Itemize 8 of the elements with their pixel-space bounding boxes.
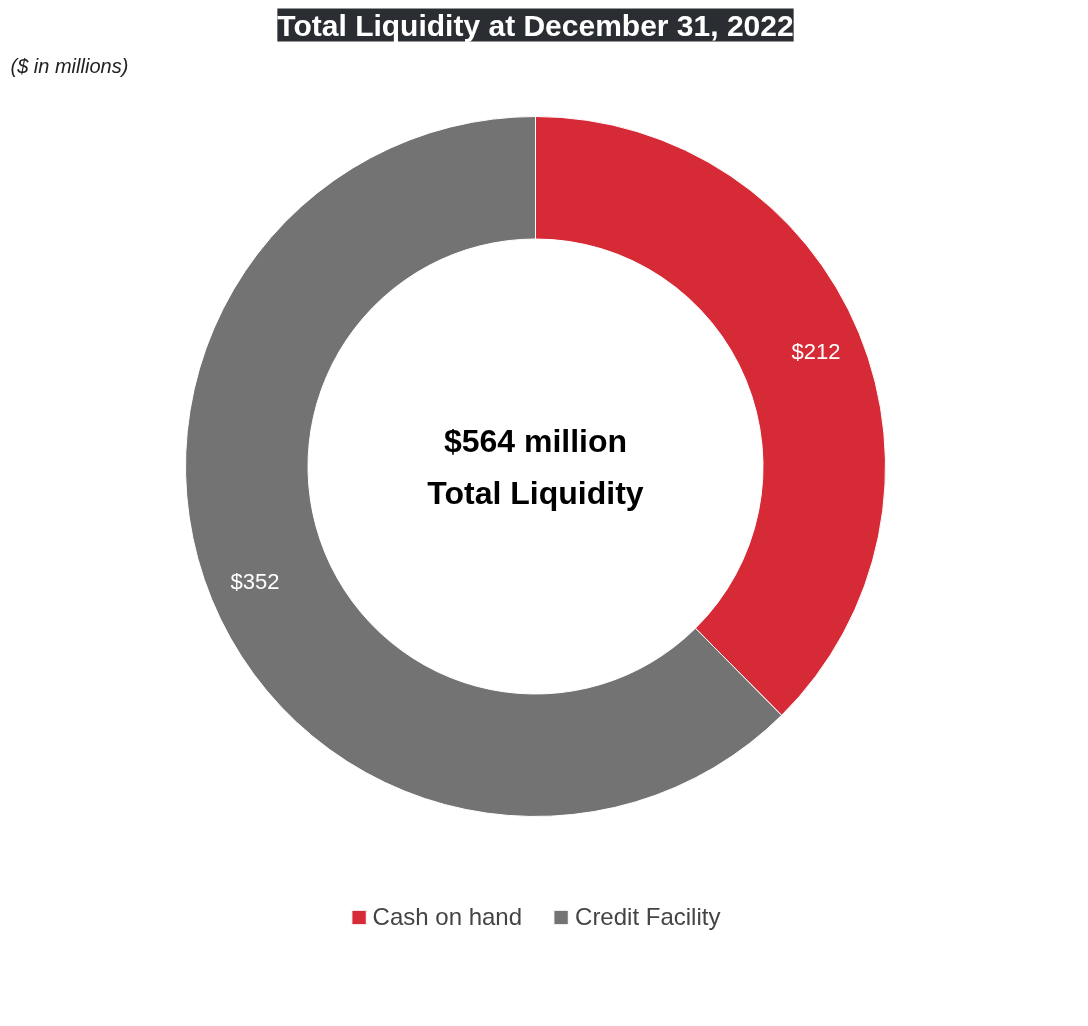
chart-subtitle: ($ in millions) (10, 54, 129, 77)
data-label: $352 (230, 569, 280, 595)
text: $564 million (443, 422, 628, 459)
legend-label: Cash on hand (372, 903, 523, 931)
text: Total Liquidity (427, 474, 644, 511)
chart-title: Total Liquidity at December 31, 2022 (277, 8, 794, 42)
data-label: $212 (791, 338, 841, 364)
legend-label: Credit Facility (575, 903, 721, 931)
